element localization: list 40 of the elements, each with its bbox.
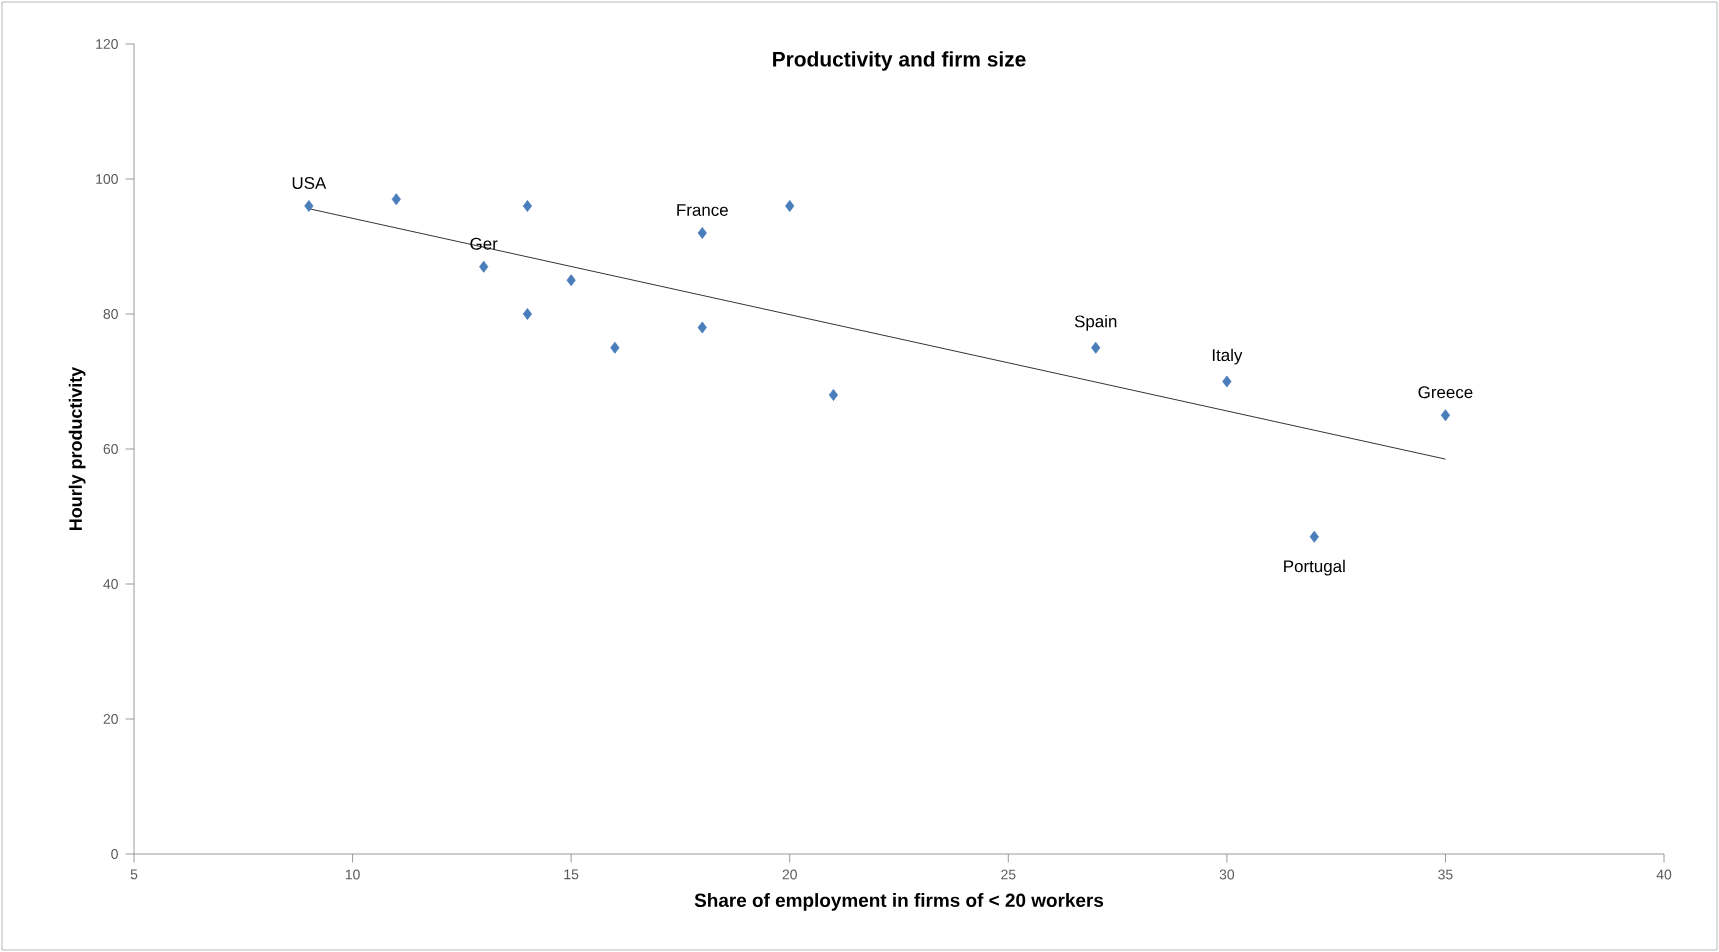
x-tick-label: 15	[564, 869, 579, 880]
point	[479, 260, 489, 273]
y-tick-label: 120	[96, 39, 118, 49]
y-tick-label: 80	[103, 309, 118, 319]
point	[697, 321, 707, 334]
y-tick-label: 20	[103, 714, 118, 724]
x-tick-label: 30	[1219, 869, 1235, 880]
point	[566, 274, 576, 287]
annotation: Greece	[1418, 386, 1473, 399]
point	[391, 193, 401, 206]
point	[697, 227, 707, 239]
x-axis-title: Share of employment in firms of < 20 workers	[694, 893, 1104, 911]
point	[304, 200, 314, 212]
point	[522, 200, 533, 212]
point	[785, 200, 795, 212]
x-tick-label: 35	[1438, 869, 1453, 880]
point	[1091, 341, 1101, 354]
point	[610, 341, 620, 354]
chart-title: Productivity and firm size	[773, 51, 1026, 71]
point	[1309, 530, 1319, 543]
x-tick-label: 20	[782, 869, 797, 880]
x-tick-label: 10	[345, 869, 360, 880]
y-tick-label: 100	[96, 174, 118, 184]
annotation: France	[677, 204, 728, 216]
annotation: Ger	[470, 237, 498, 250]
annotation: Italy	[1212, 348, 1243, 365]
point	[1222, 375, 1232, 388]
x-tick-label: 5	[130, 869, 138, 880]
y-tick-label: 0	[111, 849, 118, 859]
y-tick-label: 60	[103, 444, 118, 454]
point	[522, 308, 533, 320]
annotation: Portugal	[1284, 559, 1345, 576]
point	[1440, 409, 1451, 422]
x-tick-label: 40	[1656, 869, 1672, 880]
x-tick-label: 25	[1001, 869, 1016, 880]
y-axis-title: Hourly productivity	[68, 366, 86, 531]
y-tick-label: 40	[103, 579, 118, 589]
annotation: USA	[292, 176, 327, 189]
annotation: Spain	[1074, 314, 1117, 331]
point	[828, 389, 839, 401]
